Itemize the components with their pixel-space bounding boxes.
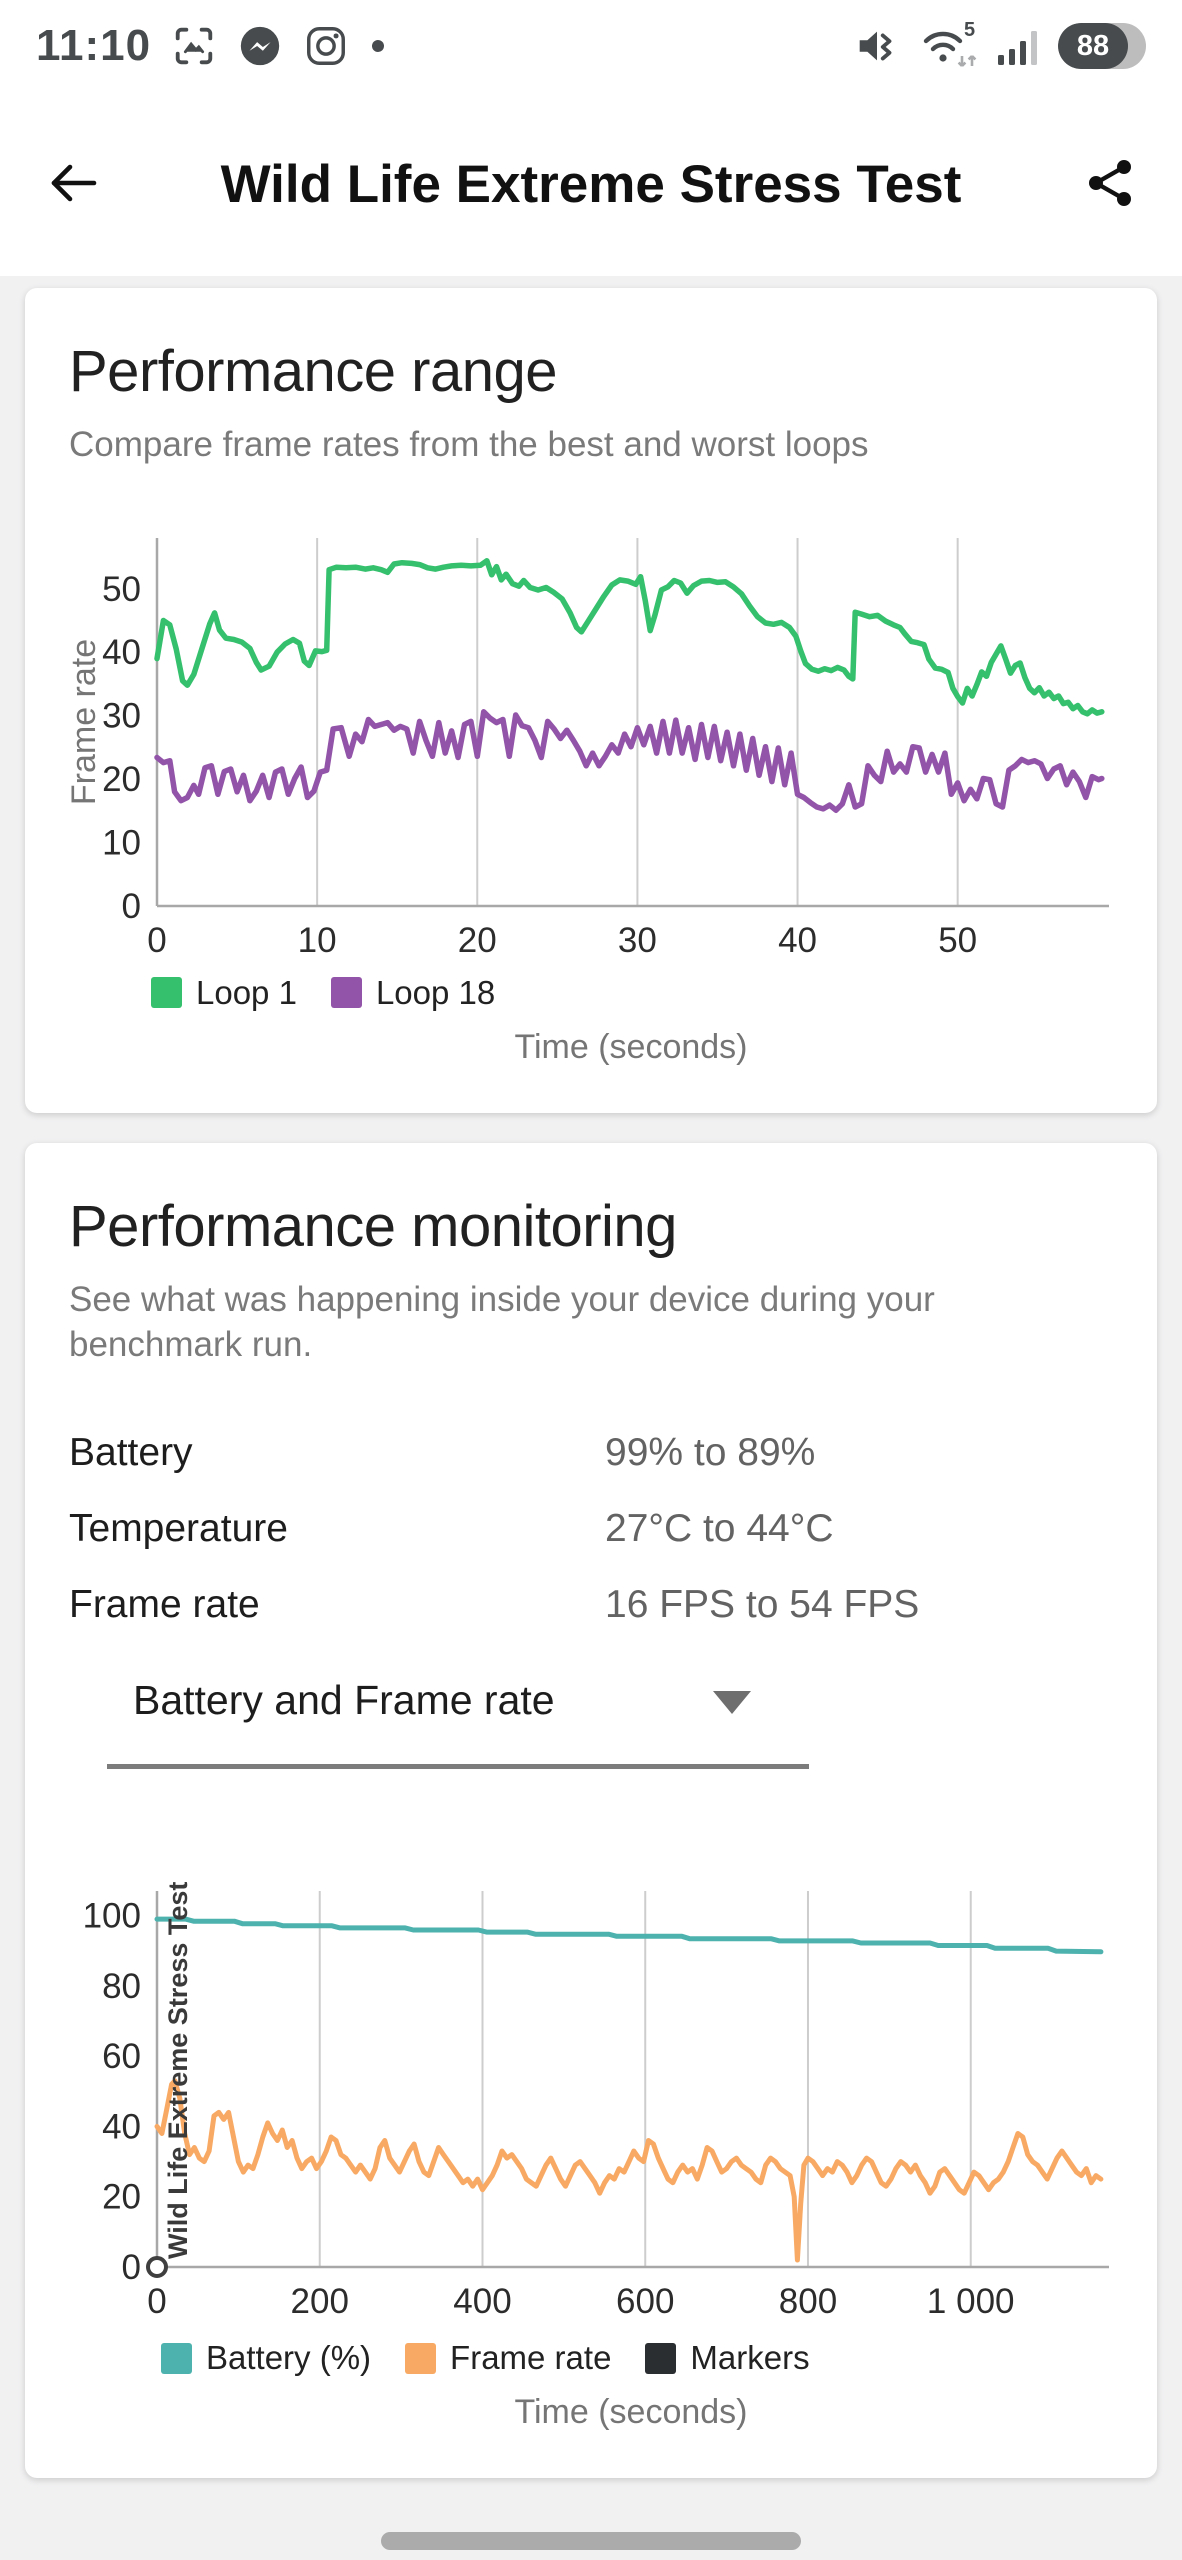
legend-item: Loop 1 [151, 974, 297, 1012]
y-axis-title: Frame rate [65, 639, 103, 805]
svg-text:40: 40 [102, 2108, 141, 2147]
legend-swatch-icon [330, 977, 362, 1009]
performance-range-title: Performance range [69, 339, 557, 404]
battery-fill: 88 [1058, 23, 1128, 69]
metric-select-dropdown[interactable]: Battery and Frame rate [107, 1677, 809, 1770]
svg-text:60: 60 [102, 2038, 141, 2077]
back-arrow-icon [44, 154, 102, 215]
svg-text:1 000: 1 000 [927, 2282, 1015, 2321]
svg-text:40: 40 [102, 633, 141, 672]
svg-text:30: 30 [102, 696, 141, 735]
messenger-notification-icon [237, 23, 283, 69]
performance-range-subtitle: Compare frame rates from the best and wo… [69, 425, 869, 464]
marker-point [146, 2256, 168, 2279]
svg-text:50: 50 [102, 570, 141, 609]
temperature-row: Temperature 27°C to 44°C [69, 1507, 1117, 1551]
legend-label: Loop 18 [375, 973, 496, 1011]
svg-text:20: 20 [102, 2178, 141, 2217]
temperature-row-label: Temperature [69, 1507, 288, 1551]
temperature-row-value: 27°C to 44°C [605, 1507, 834, 1551]
svg-text:800: 800 [779, 2282, 837, 2321]
svg-text:400: 400 [453, 2282, 511, 2321]
legend-swatch-icon [151, 977, 182, 1009]
share-icon [1082, 155, 1138, 214]
svg-text:10: 10 [102, 823, 141, 862]
performance-range-chart: 0 10 20 30 40 50 0 10 20 30 40 50 Frame rate [65, 524, 1117, 964]
svg-text:20: 20 [102, 760, 141, 799]
monitoring-summary: Battery 99% to 89% Temperature 27°C to 4… [69, 1431, 1117, 1627]
series-line-loop-18 [154, 708, 1105, 813]
legend-swatch-icon [645, 2342, 677, 2374]
legend-label: Battery (%) [206, 2339, 372, 2377]
performance-monitoring-card: Performance monitoring See what was happ… [25, 1142, 1157, 2479]
monitoring-chart: 0 20 40 60 80 100 0 200 400 600 800 1 000 Wild Life … [65, 1877, 1117, 2329]
frame-rate-row: Frame rate 16 FPS to 54 FPS [69, 1583, 1117, 1627]
performance-range-chart-svg: 0 10 20 30 40 50 0 10 20 30 40 50 Frame rate [65, 537, 1109, 960]
legend-swatch-icon [161, 2342, 192, 2374]
legend-label: Frame rate [450, 2339, 612, 2377]
battery-row: Battery 99% to 89% [69, 1431, 1117, 1475]
legend-swatch-icon [405, 2342, 437, 2374]
series-line-battery- [154, 1916, 1104, 1955]
svg-text:40: 40 [778, 921, 817, 960]
series-line-frame-rate [154, 2078, 1104, 2263]
series-line-loop-1 [154, 557, 1105, 717]
battery-indicator: 88 [1058, 23, 1146, 69]
battery-percent-label: 88 [1076, 29, 1110, 62]
svg-text:0: 0 [122, 2248, 141, 2287]
frame-rate-row-value: 16 FPS to 54 FPS [605, 1583, 920, 1627]
app-bar: Wild Life Extreme Stress Test [0, 92, 1182, 276]
performance-range-card: Performance range Compare frame rates fr… [25, 288, 1157, 1113]
instagram-notification-icon [303, 23, 349, 69]
svg-text:30: 30 [618, 921, 657, 960]
status-time: 11:10 [36, 21, 152, 70]
monitoring-legend: Battery (%) Frame rate Markers [161, 2339, 1117, 2377]
legend-item: Battery (%) [161, 2339, 371, 2377]
legend-label: Loop 1 [196, 973, 297, 1011]
svg-text:50: 50 [938, 921, 977, 960]
monitoring-x-axis-title: Time (seconds) [514, 2393, 748, 2432]
wifi-generation-label: 5 [964, 20, 975, 41]
screenshot-notification-icon [171, 23, 217, 69]
legend-item: Loop 18 [330, 973, 496, 1012]
battery-row-label: Battery [69, 1431, 193, 1475]
dropdown-arrow-icon [713, 1691, 751, 1715]
wifi-icon: 5 [918, 20, 980, 72]
svg-text:0: 0 [122, 887, 141, 926]
mute-vibrate-icon [852, 21, 902, 71]
legend-item: Frame rate [405, 2339, 611, 2377]
legend-item: Markers [645, 2339, 810, 2377]
svg-text:80: 80 [102, 1967, 141, 2006]
frame-rate-row-label: Frame rate [69, 1583, 260, 1627]
back-button[interactable] [44, 154, 102, 215]
status-bar: 11:10 [0, 0, 1182, 92]
performance-monitoring-subtitle: See what was happening inside your devic… [69, 1279, 935, 1364]
top-background [0, 0, 1182, 276]
svg-text:10: 10 [298, 921, 337, 960]
svg-text:600: 600 [616, 2282, 674, 2321]
svg-text:0: 0 [147, 921, 166, 960]
marker-label: Wild Life Extreme Stress Test [163, 1882, 193, 2259]
legend-label: Markers [690, 2339, 810, 2377]
svg-text:100: 100 [83, 1897, 141, 1936]
performance-range-x-axis-title: Time (seconds) [514, 1027, 748, 1066]
share-button[interactable] [1082, 155, 1138, 214]
gesture-bar[interactable] [381, 2532, 801, 2550]
notification-dot-icon [369, 37, 387, 55]
page-title: Wild Life Extreme Stress Test [220, 154, 962, 214]
svg-text:200: 200 [291, 2282, 349, 2321]
content: Performance range Compare frame rates fr… [0, 276, 1182, 2508]
signal-strength-icon [996, 23, 1042, 69]
svg-text:0: 0 [147, 2282, 166, 2321]
performance-range-legend: Loop 1 Loop 18 [151, 974, 1117, 1012]
performance-monitoring-title: Performance monitoring [69, 1193, 677, 1259]
metric-select-value: Battery and Frame rate [133, 1677, 555, 1724]
battery-row-value: 99% to 89% [605, 1431, 816, 1475]
svg-text:20: 20 [458, 921, 497, 960]
